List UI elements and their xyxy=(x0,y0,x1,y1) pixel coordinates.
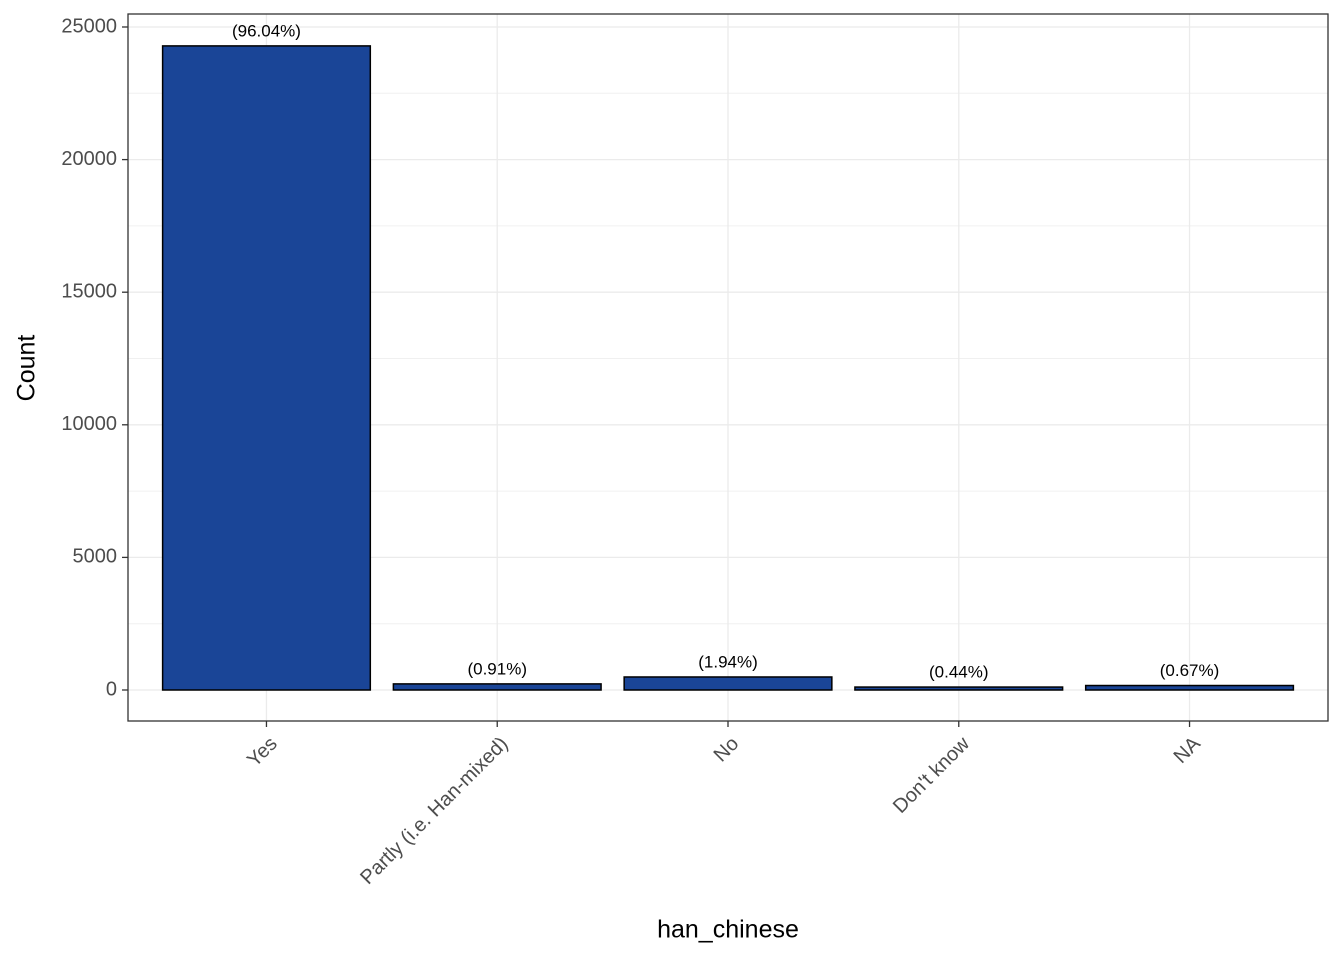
bar-label: (96.04%) xyxy=(232,21,301,40)
bar xyxy=(1084,684,1295,691)
y-tick-label: 20000 xyxy=(61,148,117,170)
x-axis-title: han_chinese xyxy=(657,916,799,944)
y-axis-title: Count xyxy=(13,335,41,402)
y-tick-label: 15000 xyxy=(61,280,117,302)
bar xyxy=(392,683,602,691)
bar-label: (0.44%) xyxy=(929,663,989,682)
y-tick-label: 0 xyxy=(106,678,117,700)
y-tick-label: 5000 xyxy=(73,546,118,568)
y-tick-label: 10000 xyxy=(61,413,117,435)
bar-label: (0.67%) xyxy=(1160,661,1220,680)
bar-label: (1.94%) xyxy=(698,652,758,671)
y-tick-label: 25000 xyxy=(61,15,117,37)
bar-label: (0.91%) xyxy=(467,659,527,678)
bar xyxy=(854,686,1064,691)
bar xyxy=(161,45,372,691)
panel-border xyxy=(127,13,1329,722)
bar xyxy=(623,676,833,691)
